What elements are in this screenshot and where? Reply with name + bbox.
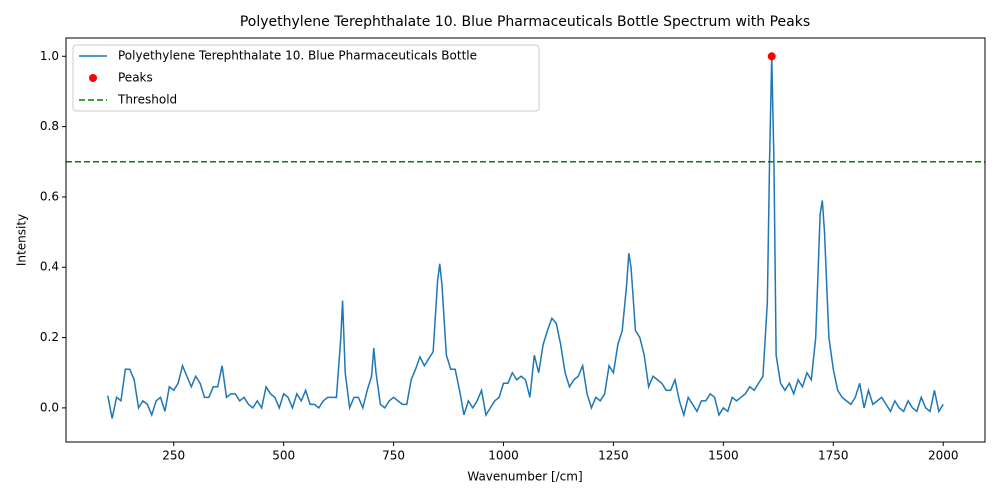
y-tick-label: 0.4	[40, 260, 59, 274]
y-tick-label: 0.0	[40, 400, 59, 414]
plot-frame	[65, 37, 986, 443]
legend-box	[72, 44, 540, 112]
y-tick-label: 0.6	[40, 189, 59, 203]
x-axis-label: Wavenumber [/cm]	[467, 470, 582, 484]
x-tick-label: 1750	[818, 449, 849, 463]
x-tick-label: 250	[162, 449, 185, 463]
x-tick-label: 1000	[488, 449, 519, 463]
peak-point	[767, 52, 776, 61]
x-tick-label: 750	[382, 449, 405, 463]
y-tick-label: 0.8	[40, 119, 59, 133]
x-tick-label: 1500	[708, 449, 739, 463]
y-tick-label: 1.0	[40, 49, 59, 63]
x-tick-label: 2000	[928, 449, 959, 463]
legend-marker	[89, 74, 97, 82]
x-tick-label: 1250	[598, 449, 629, 463]
spectrum-line	[107, 56, 944, 419]
chart-title: Polyethylene Terephthalate 10. Blue Phar…	[240, 14, 810, 30]
y-axis-label: Intensity	[15, 214, 29, 266]
x-tick-label: 500	[272, 449, 295, 463]
legend-label: Threshold	[117, 93, 177, 107]
y-tick-label: 0.2	[40, 330, 59, 344]
legend-label: Polyethylene Terephthalate 10. Blue Phar…	[118, 49, 477, 63]
legend-label: Peaks	[118, 71, 153, 85]
